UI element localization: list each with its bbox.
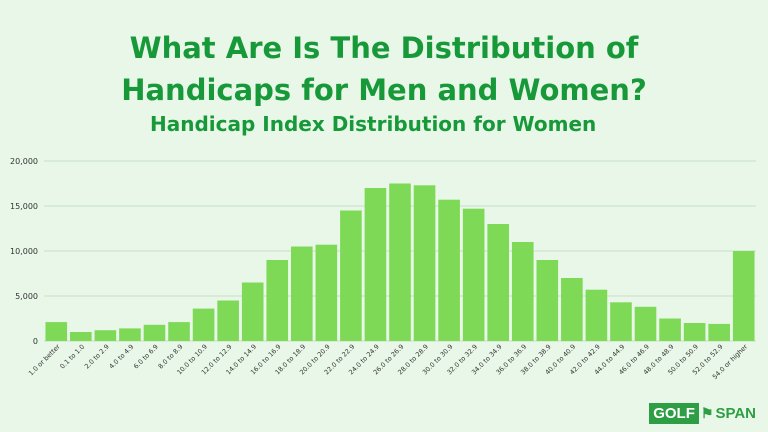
bar [119, 328, 141, 341]
bar [364, 188, 387, 341]
bar [561, 278, 583, 341]
x-tick-label: 6.0 to 6.9 [132, 343, 160, 371]
y-tick-label: 20,000 [10, 157, 38, 166]
bar [290, 246, 313, 341]
y-tick-label: 15,000 [10, 202, 38, 211]
x-tick-label: 2.0 to 2.9 [83, 343, 111, 371]
bar [266, 260, 289, 341]
bar [511, 242, 534, 341]
x-tick-label: 0.1 to 1.0 [58, 343, 86, 371]
bar [487, 224, 510, 341]
y-tick-label: 10,000 [10, 247, 38, 256]
bar [192, 308, 215, 341]
x-tick-label: 1.0 or better [27, 343, 62, 378]
bar [340, 210, 362, 341]
bar [732, 251, 755, 341]
bar [683, 323, 706, 341]
bar [634, 306, 657, 341]
bar [389, 183, 411, 341]
page-title-line-2: Handicaps for Men and Women? [121, 73, 647, 107]
y-tick-label: 0 [33, 337, 38, 346]
bar [585, 289, 608, 341]
bar [659, 318, 681, 341]
bar [315, 244, 338, 341]
y-tick-label: 5,000 [15, 292, 38, 301]
bar [462, 208, 485, 341]
x-tick-label: 4.0 to 4.9 [108, 343, 136, 371]
bar [610, 302, 632, 341]
bar [217, 300, 239, 341]
bar [536, 260, 559, 341]
golfspan-logo: GOLF ⚑ SPAN [649, 403, 756, 424]
bar [708, 323, 730, 341]
bar [143, 324, 166, 341]
bar [168, 322, 190, 341]
flag-icon: ⚑ [700, 405, 714, 421]
bar [70, 332, 92, 341]
bar [438, 199, 460, 341]
bar [413, 185, 436, 341]
chart-subtitle: Handicap Index Distribution for Women [150, 112, 597, 136]
bar [45, 322, 68, 341]
bar [94, 330, 117, 341]
logo-span-text: SPAN [715, 405, 756, 422]
logo-golf-text: GOLF [649, 403, 699, 424]
page-title-line-1: What Are Is The Distribution of [129, 31, 639, 65]
bar [241, 282, 264, 341]
